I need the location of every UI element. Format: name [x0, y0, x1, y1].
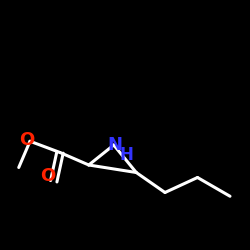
Text: O: O — [18, 131, 34, 149]
Text: H: H — [119, 146, 133, 164]
Text: N: N — [108, 136, 122, 154]
Text: O: O — [40, 167, 55, 185]
